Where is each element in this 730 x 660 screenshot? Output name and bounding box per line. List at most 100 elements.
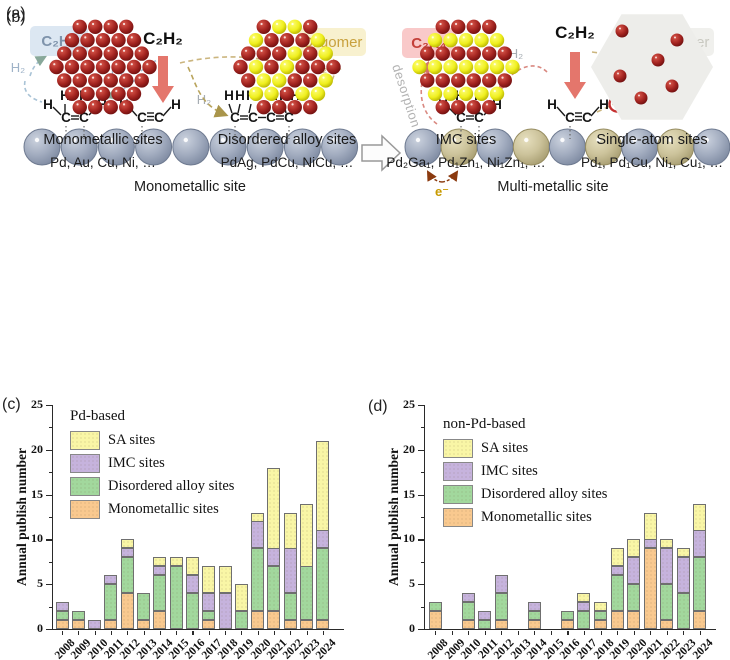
- metal-a-atom: [88, 19, 103, 34]
- bar-segment: [88, 620, 101, 629]
- atom-highlight: [439, 22, 442, 26]
- sphere-highlight: [560, 137, 565, 143]
- metal-a-atom: [80, 59, 95, 75]
- right-site-caption: Multi-metallic site: [497, 179, 608, 195]
- y-major-tick: [46, 449, 52, 451]
- atom-highlight: [107, 22, 110, 26]
- x-tick: [159, 630, 161, 635]
- legend-swatch: [443, 508, 473, 527]
- bar-segment: [594, 611, 607, 620]
- metal-a-atom: [451, 46, 466, 61]
- metal-atom-sphere: [97, 128, 135, 166]
- metal-a-atom: [57, 46, 72, 61]
- metal-a-atom: [482, 100, 497, 115]
- metal-a-atom: [72, 19, 87, 34]
- metal-b-atom: [458, 59, 474, 75]
- bar-segment: [644, 513, 657, 540]
- atom-highlight: [299, 89, 302, 93]
- metal-atom-sphere: [172, 128, 210, 166]
- y-tick-label: 0: [409, 621, 415, 635]
- y-axis-title: Annual publish number: [14, 447, 29, 587]
- atom-highlight: [423, 76, 427, 79]
- butadiene-atom-label: H: [290, 88, 300, 103]
- atom-highlight: [314, 89, 317, 93]
- metal-b-atom: [279, 59, 295, 75]
- metal-a-atom: [451, 73, 466, 88]
- metal-a-atom: [420, 46, 435, 61]
- bar-segment: [495, 575, 508, 593]
- metal-a-atom: [482, 19, 497, 34]
- metal-a-atom: [111, 33, 126, 48]
- x-tick: [550, 630, 553, 635]
- y-tick-label: 5: [37, 576, 43, 591]
- metal-a-atom: [95, 59, 111, 75]
- atom-highlight: [99, 36, 102, 39]
- metal-a-atom: [233, 59, 248, 75]
- h2-to-c2h6-arrow: [29, 55, 47, 77]
- atom-highlight: [619, 27, 621, 30]
- h2-dashed-trail: [23, 80, 43, 103]
- ethylene-atom-label: C: [474, 110, 484, 125]
- metal-b-atom: [287, 19, 302, 34]
- single-atom: [634, 91, 648, 105]
- x-tick: [633, 630, 635, 635]
- butadiene-atom-label: H: [235, 88, 245, 103]
- bar-segment: [284, 513, 297, 549]
- legend-row: SA sites: [443, 437, 607, 460]
- bar-segment: [611, 611, 624, 629]
- atom-highlight: [84, 63, 87, 66]
- bar-segment: [693, 504, 706, 531]
- atom-highlight: [291, 103, 294, 106]
- atom-highlight: [291, 22, 294, 26]
- sphere-highlight: [415, 137, 421, 143]
- metal-a-atom: [126, 86, 142, 102]
- x-tick: [78, 630, 80, 635]
- bar-segment: [202, 566, 215, 593]
- legend-swatch: [443, 439, 473, 458]
- metal-a-atom: [435, 73, 450, 88]
- atom-highlight: [130, 36, 133, 39]
- x-tick: [666, 630, 668, 635]
- metal-a-atom: [272, 46, 287, 61]
- y-tick-label: 10: [403, 531, 415, 546]
- panel-c-label: (c): [2, 396, 21, 413]
- metal-a-atom: [482, 46, 497, 61]
- atom-highlight: [76, 49, 79, 52]
- bar-segment: [528, 602, 541, 611]
- metal-b-atom: [318, 73, 333, 88]
- legend-swatch: [70, 477, 100, 496]
- x-axis: [424, 629, 716, 631]
- legend-row: Monometallic sites: [443, 506, 607, 529]
- metal-a-atom: [256, 100, 271, 115]
- x-tick: [650, 630, 652, 635]
- bar-segment: [186, 593, 199, 629]
- metal-a-atom: [95, 33, 111, 48]
- metal-a-atom: [80, 86, 95, 102]
- bar-segment: [300, 504, 313, 567]
- atom-highlight: [314, 63, 317, 66]
- acetylene-atom-label: H: [171, 97, 181, 112]
- metal-a-atom: [466, 46, 481, 61]
- panel-d-label: (d): [368, 398, 388, 415]
- atom-highlight: [84, 89, 87, 93]
- y-minor-tick: [420, 427, 424, 429]
- legend-label: SA sites: [108, 432, 156, 448]
- bar-segment: [56, 620, 69, 629]
- atom-highlight: [322, 49, 325, 52]
- y-axis: [52, 405, 54, 630]
- atom-highlight: [122, 49, 126, 52]
- atom-highlight: [146, 63, 149, 66]
- metal-b-atom: [489, 33, 505, 48]
- legend-row: Disordered alloy sites: [443, 483, 607, 506]
- covalent-bond: [162, 106, 172, 117]
- y-tick-label: 15: [403, 486, 415, 501]
- bar-segment: [316, 441, 329, 531]
- atom-highlight: [431, 63, 434, 66]
- atom-highlight: [454, 103, 458, 106]
- bar-segment: [528, 620, 541, 629]
- metal-a-atom: [64, 33, 80, 48]
- ethylene-atom-label: C: [79, 110, 89, 125]
- sphere-highlight: [258, 137, 263, 143]
- bar-segment: [660, 584, 673, 620]
- bar-segment: [478, 611, 491, 620]
